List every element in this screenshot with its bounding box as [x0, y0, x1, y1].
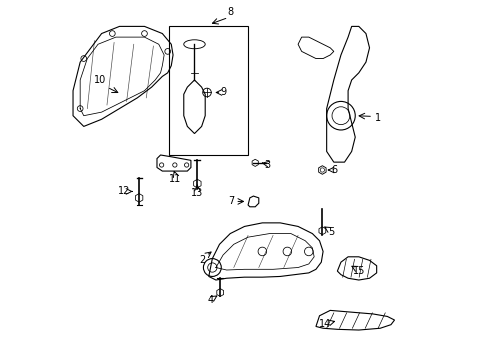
Text: 5: 5 — [327, 227, 334, 237]
Text: 12: 12 — [118, 186, 130, 197]
Text: 11: 11 — [169, 174, 182, 184]
Text: 4: 4 — [207, 296, 213, 305]
Text: 14: 14 — [318, 319, 330, 329]
Text: 2: 2 — [199, 255, 205, 265]
Text: 15: 15 — [352, 266, 364, 276]
Text: 3: 3 — [264, 159, 270, 170]
Text: 1: 1 — [375, 113, 381, 123]
Text: 9: 9 — [220, 87, 225, 98]
Text: 13: 13 — [191, 188, 203, 198]
Text: 6: 6 — [331, 165, 337, 175]
Bar — [169, 26, 247, 155]
Text: 7: 7 — [228, 197, 234, 206]
Text: 8: 8 — [227, 7, 234, 17]
Text: 10: 10 — [94, 75, 106, 85]
